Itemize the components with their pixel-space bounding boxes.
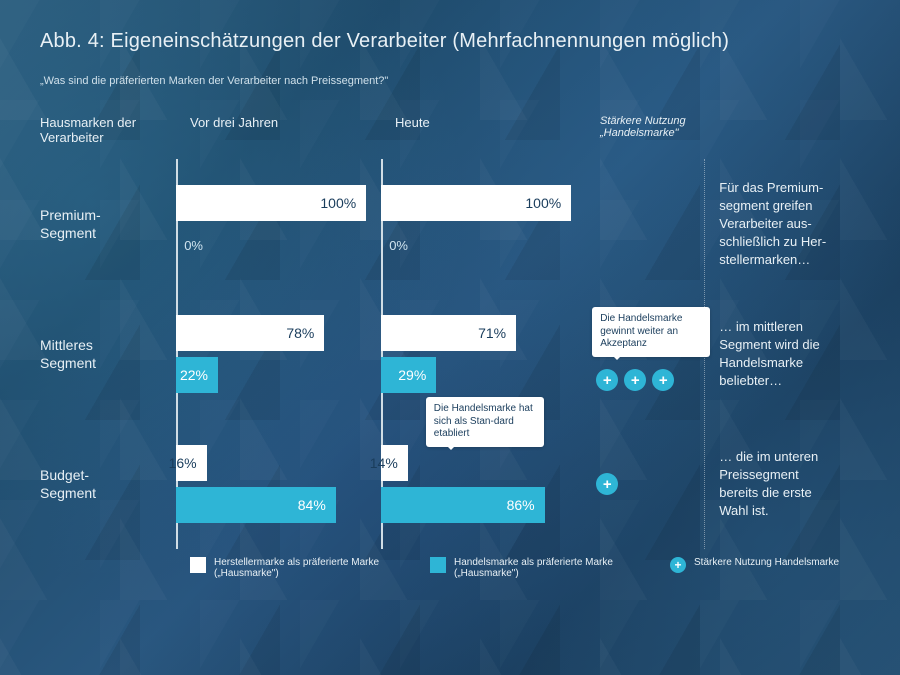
bar-hersteller: 78% <box>176 315 381 351</box>
legend-hersteller: Herstellermarke als präferierte Marke („… <box>190 557 390 579</box>
column-headers: Hausmarken der Verarbeiter Vor drei Jahr… <box>40 115 860 145</box>
bar-handels: 29% <box>381 357 586 393</box>
bar-hersteller: 14% <box>381 445 586 481</box>
col-heute: 100%0%71%29%14%86%Die Handelsmarke hat s… <box>381 159 586 549</box>
plus-icon: + <box>624 369 646 391</box>
header-col2: Heute <box>395 115 600 145</box>
bar-handels: 84% <box>176 487 381 523</box>
segment-col1: 16%84% <box>176 419 381 549</box>
bar-fill: 84% <box>176 487 336 523</box>
plus-icon: + <box>596 369 618 391</box>
legend: Herstellermarke als präferierte Marke („… <box>40 557 860 579</box>
bar-zero-label: 0% <box>381 238 408 253</box>
plus-icon: + <box>652 369 674 391</box>
bar-fill: 100% <box>381 185 571 221</box>
bar-zero-label: 0% <box>176 238 203 253</box>
header-plus: Stärkere Nutzung „Handelsmarke" <box>600 115 730 145</box>
bar-hersteller: 16% <box>176 445 381 481</box>
bar-handels: 22% <box>176 357 381 393</box>
header-row-label: Hausmarken der Verarbeiter <box>40 115 190 145</box>
swatch-cyan <box>430 557 446 573</box>
segment-label: Premium- Segment <box>40 159 176 289</box>
plus-column: Die Handelsmarke gewinnt weiter an Akzep… <box>586 159 704 549</box>
bar-fill: 100% <box>176 185 366 221</box>
chart-subtitle: „Was sind die präferierten Marken der Ve… <box>40 75 860 87</box>
plus-icon: + <box>596 473 618 495</box>
bar-fill: 71% <box>381 315 516 351</box>
chart-area: Premium- SegmentMittleres SegmentBudget-… <box>40 159 860 549</box>
bar-hersteller: 100% <box>381 185 586 221</box>
bar-hersteller: 100% <box>176 185 381 221</box>
plus-cell: Die Handelsmarke gewinnt weiter an Akzep… <box>586 289 704 419</box>
plus-icon: + <box>670 557 686 573</box>
legend-handels: Handelsmarke als präferierte Marke („Hau… <box>430 557 630 579</box>
legend-handels-label: Handelsmarke als präferierte Marke („Hau… <box>454 557 630 579</box>
chart-title: Abb. 4: Eigeneinschätzungen der Verarbei… <box>40 30 860 53</box>
bar-fill: 16% <box>176 445 206 481</box>
segment-col2: 100% 0% <box>381 159 586 289</box>
side-note: … die im unteren Preissegment bereits di… <box>719 419 860 549</box>
callout: Die Handelsmarke gewinnt weiter an Akzep… <box>592 307 710 357</box>
bar-handels: 0% <box>381 227 586 263</box>
plus-cell: + <box>586 419 704 549</box>
side-note: Für das Premium- segment greifen Verarbe… <box>719 159 860 289</box>
legend-plus: + Stärkere Nutzung Handelsmarke <box>670 557 839 579</box>
segment-col1: 78%22% <box>176 289 381 419</box>
side-note: … im mittleren Segment wird die Handelsm… <box>719 289 860 419</box>
plus-cell <box>586 159 704 289</box>
segment-label: Mittleres Segment <box>40 289 176 419</box>
bar-fill: 86% <box>381 487 544 523</box>
row-labels: Premium- SegmentMittleres SegmentBudget-… <box>40 159 176 549</box>
segment-col1: 100% 0% <box>176 159 381 289</box>
right-notes: Für das Premium- segment greifen Verarbe… <box>704 159 860 549</box>
callout: Die Handelsmarke hat sich als Stan-dard … <box>426 397 544 447</box>
bar-fill: 22% <box>176 357 218 393</box>
segment-col2: 14%86%Die Handelsmarke hat sich als Stan… <box>381 419 586 549</box>
bar-handels: 0% <box>176 227 381 263</box>
segment-label: Budget- Segment <box>40 419 176 549</box>
bar-fill: 29% <box>381 357 436 393</box>
legend-hersteller-label: Herstellermarke als präferierte Marke („… <box>214 557 390 579</box>
col-vor-drei-jahren: 100%0%78%22%16%84% <box>176 159 381 549</box>
bar-hersteller: 71% <box>381 315 586 351</box>
swatch-white <box>190 557 206 573</box>
bar-fill: 14% <box>381 445 408 481</box>
legend-plus-label: Stärkere Nutzung Handelsmarke <box>694 557 839 568</box>
header-col1: Vor drei Jahren <box>190 115 395 145</box>
bar-handels: 86% <box>381 487 586 523</box>
bar-fill: 78% <box>176 315 324 351</box>
